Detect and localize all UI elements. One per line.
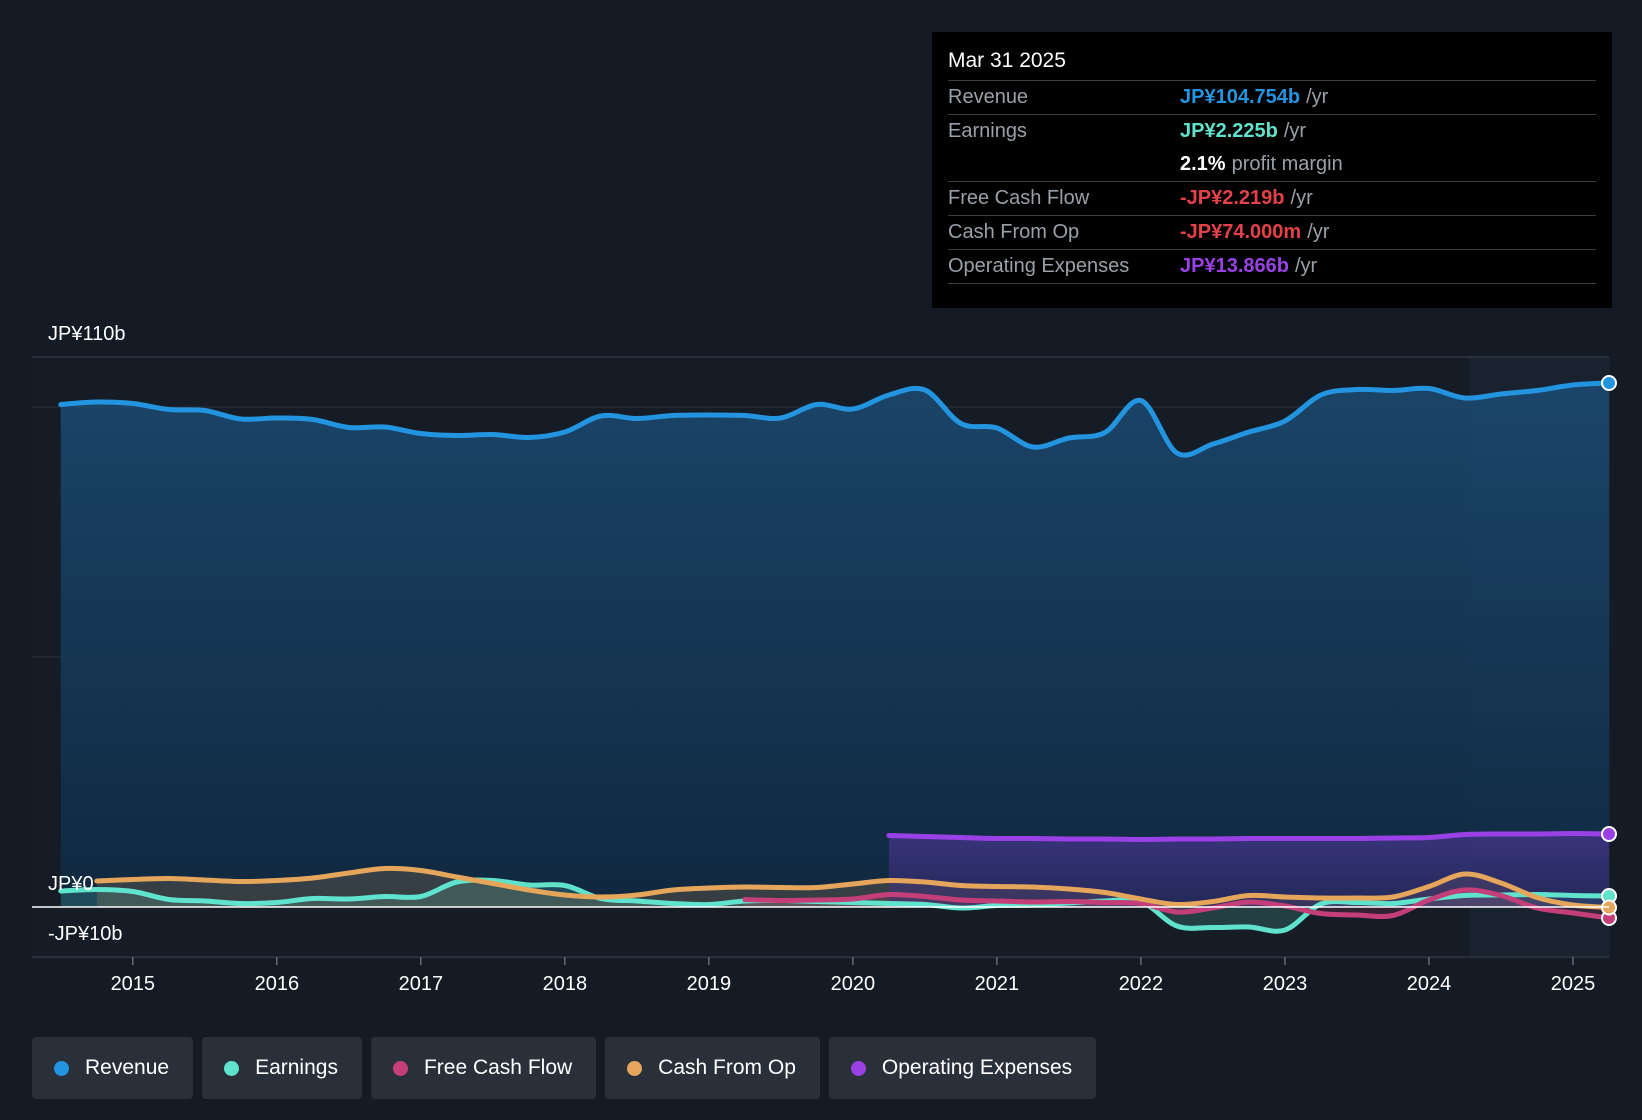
legend-label: Cash From Op xyxy=(658,1056,796,1079)
tooltip-row-label: Operating Expenses xyxy=(948,255,1130,277)
x-tick-label: 2022 xyxy=(1119,973,1164,995)
legend-item-revenue[interactable]: Revenue xyxy=(32,1037,194,1099)
tooltip-row: Earnings JP¥2.225b/yr xyxy=(948,115,1596,148)
x-tick-label: 2024 xyxy=(1407,973,1452,995)
y-label-bottom: -JP¥10b xyxy=(48,923,123,945)
x-tick-label: 2020 xyxy=(831,973,876,995)
operating-expenses-end-marker xyxy=(1601,826,1617,842)
revenue-area xyxy=(60,383,1609,907)
tooltip-row-label: Cash From Op xyxy=(948,221,1080,243)
legend-item-free-cash-flow[interactable]: Free Cash Flow xyxy=(370,1037,597,1099)
tooltip-row: Revenue JP¥104.754b/yr xyxy=(948,81,1596,115)
tooltip-row-value: JP¥2.225b xyxy=(1180,120,1278,142)
legend-label: Revenue xyxy=(85,1056,170,1079)
tooltip-row-label: Free Cash Flow xyxy=(948,187,1090,209)
legend-item-earnings[interactable]: Earnings xyxy=(202,1037,362,1099)
x-tick-label: 2017 xyxy=(399,973,444,995)
tooltip-row: Cash From Op -JP¥74.000m/yr xyxy=(948,216,1596,250)
cash-from-op-line xyxy=(94,865,1612,910)
earnings-area xyxy=(60,880,1609,932)
x-tick-label: 2016 xyxy=(255,973,300,995)
legend-dot-icon xyxy=(224,1060,240,1076)
x-tick-label: 2023 xyxy=(1263,973,1308,995)
tooltip-panel: Mar 31 2025 Revenue JP¥104.754b/yr Earning… xyxy=(932,32,1612,308)
tooltip-row-unit: /yr xyxy=(1290,187,1313,209)
x-tick-label: 2021 xyxy=(975,973,1020,995)
tooltip-row-label: Earnings xyxy=(948,120,1027,142)
y-label-top: JP¥110b xyxy=(48,323,125,345)
operating-expenses-line xyxy=(886,831,1612,842)
legend-label: Operating Expenses xyxy=(881,1056,1073,1079)
legend-dot-icon xyxy=(392,1060,408,1076)
x-tick-label: 2018 xyxy=(543,973,588,995)
free-cash-flow-line xyxy=(742,887,1612,921)
tooltip-row-label: Revenue xyxy=(948,86,1029,108)
tooltip-row: Operating Expenses JP¥13.866b/yr xyxy=(948,250,1596,284)
legend-dot-icon xyxy=(54,1060,69,1076)
revenue-end-marker xyxy=(1601,375,1617,391)
tooltip-row-value: 2.1% xyxy=(1180,153,1226,175)
free-cash-flow-area xyxy=(744,889,1609,918)
revenue-line xyxy=(58,380,1612,458)
tooltip-row-unit: /yr xyxy=(1307,221,1330,243)
tooltip-row-unit: /yr xyxy=(1283,120,1307,142)
legend-item-operating-expenses[interactable]: Operating Expenses xyxy=(828,1037,1097,1099)
x-tick-label: 2015 xyxy=(111,973,156,995)
legend-label: Free Cash Flow xyxy=(423,1056,573,1079)
tooltip-row-value: -JP¥74.000m xyxy=(1180,221,1302,243)
tooltip-row-unit: profit margin xyxy=(1231,153,1343,175)
tooltip-row: 2.1% profit margin xyxy=(948,148,1596,182)
legend-dot-icon xyxy=(850,1060,866,1076)
tooltip-row-value: JP¥104.754b xyxy=(1180,86,1301,108)
cash-from-op-area xyxy=(96,868,1609,908)
legend-dot-icon xyxy=(627,1060,643,1076)
tooltip-row-value: JP¥13.866b xyxy=(1180,255,1289,277)
tooltip-row-value: -JP¥2.219b xyxy=(1180,187,1285,209)
tooltip-row: Free Cash Flow -JP¥2.219b/yr xyxy=(948,182,1596,216)
tooltip-row-unit: /yr xyxy=(1294,255,1318,277)
legend-item-cash-from-op[interactable]: Cash From Op xyxy=(605,1037,820,1099)
legend: Revenue Earnings Free Cash Flow Cash From O… xyxy=(32,1037,1097,1099)
x-tick-label: 2025 xyxy=(1551,973,1596,995)
x-tick-label: 2019 xyxy=(687,973,732,995)
y-label-zero: JP¥0 xyxy=(48,873,94,895)
tooltip-row-unit: /yr xyxy=(1306,86,1329,108)
tooltip-date: Mar 31 2025 xyxy=(948,46,1596,81)
legend-label: Earnings xyxy=(255,1056,338,1079)
